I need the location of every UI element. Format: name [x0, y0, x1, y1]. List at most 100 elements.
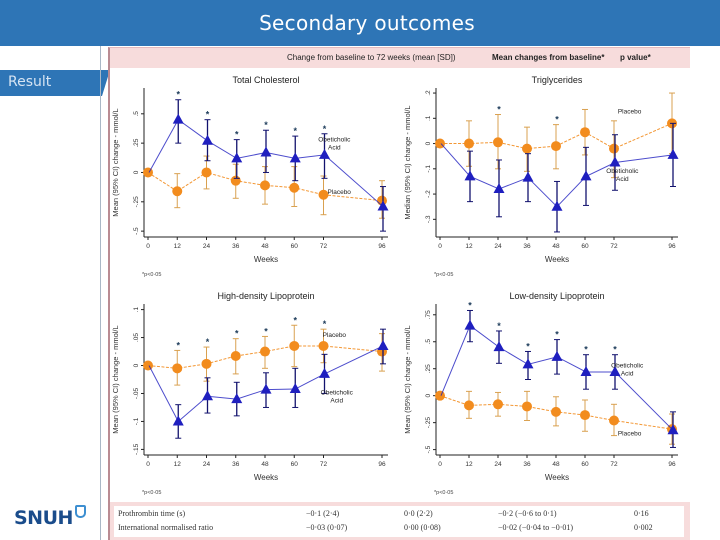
y-tick-label: 0: [425, 393, 432, 397]
x-tick-label: 72: [320, 461, 328, 468]
sidebar-divider: [100, 46, 101, 540]
y-tick-label: -.5: [133, 227, 140, 235]
significance-marker: *: [497, 105, 501, 115]
oca-legend-label: Acid: [616, 176, 629, 183]
footnote: *p<0·05: [434, 272, 453, 278]
oca-point: [172, 113, 184, 124]
oca-legend-label: Obeticholic: [611, 362, 644, 369]
significance-marker: *: [613, 345, 617, 355]
placebo-point: [435, 390, 445, 401]
x-tick-label: 96: [378, 243, 386, 250]
x-tick-label: 24: [203, 243, 211, 250]
oca-point: [202, 134, 213, 145]
section-tab-label: Result: [8, 74, 52, 90]
placebo-legend-label: Placebo: [618, 108, 642, 115]
figure-panel: Change from baseline to 72 weeks (mean […: [108, 47, 690, 540]
x-tick-label: 0: [146, 461, 150, 468]
x-tick-label: 60: [291, 243, 299, 250]
oca-legend-label: Acid: [328, 145, 341, 152]
table-row: International normalised ratio −0·03 (0·…: [114, 522, 684, 536]
x-axis-label: Weeks: [545, 473, 569, 482]
significance-marker: *: [555, 330, 559, 340]
header-change-from-baseline: Change from baseline to 72 weeks (mean […: [287, 53, 456, 62]
oca-point: [580, 365, 592, 376]
placebo-point: [522, 143, 532, 154]
placebo-point: [464, 400, 474, 411]
oca-point: [289, 152, 301, 163]
x-tick-label: 72: [610, 243, 618, 250]
row-oca: −0·03 (0·07): [306, 523, 348, 532]
placebo-point: [493, 399, 503, 410]
chart-title: High-density Lipoprotein: [217, 291, 314, 301]
chart-total-cholesterol: Total Cholesterol -.5 -.25 0 .25 .5 0 12 24 36 48 6…: [110, 70, 400, 282]
oca-point: [231, 393, 243, 404]
x-tick-label: 60: [581, 243, 589, 250]
oca-point: [522, 171, 534, 182]
oca-legend-label: Obeticholic: [318, 137, 351, 144]
title-bar: Secondary outcomes: [0, 0, 720, 46]
placebo-point: [609, 143, 619, 154]
oca-legend-label: Obeticholic: [321, 390, 354, 397]
header-mean-changes: Mean changes from baseline*: [492, 53, 605, 62]
y-tick-label: .25: [425, 364, 432, 373]
x-tick-label: 48: [552, 461, 560, 468]
significance-marker: *: [264, 120, 268, 130]
placebo-point: [201, 167, 212, 178]
x-tick-label: 36: [523, 461, 531, 468]
placebo-point: [260, 180, 270, 191]
placebo-point: [609, 415, 619, 426]
x-tick-label: 0: [438, 243, 442, 250]
chart-title: Total Cholesterol: [232, 75, 299, 85]
y-tick-label: .1: [133, 306, 140, 312]
placebo-point: [551, 141, 561, 152]
x-tick-label: 12: [174, 243, 182, 250]
footnote: *p<0·05: [142, 272, 161, 278]
placebo-point: [201, 358, 212, 369]
placebo-point: [435, 138, 445, 149]
y-tick-label: .5: [133, 111, 140, 117]
oca-point: [609, 365, 621, 376]
y-tick-label: .05: [133, 333, 140, 342]
oca-point: [522, 358, 534, 369]
placebo-point: [464, 138, 474, 149]
tab-notch: [102, 70, 110, 96]
placebo-point: [551, 406, 561, 417]
oca-point: [551, 200, 563, 211]
oca-point: [464, 170, 476, 181]
placebo-series-line: [147, 171, 383, 202]
y-axis-label: Median (95% CI) change - mmol/L: [403, 105, 412, 219]
x-tick-label: 24: [494, 461, 502, 468]
y-tick-label: .25: [133, 138, 140, 147]
oca-series-line: [440, 143, 674, 208]
oca-point: [493, 341, 505, 352]
oca-point: [172, 415, 184, 426]
significance-marker: *: [235, 130, 239, 140]
x-tick-label: 36: [523, 243, 531, 250]
significance-marker: *: [293, 315, 297, 325]
snuh-logo: SNUH: [14, 505, 86, 529]
oca-point: [260, 146, 272, 157]
y-tick-label: .5: [425, 339, 432, 345]
x-axis-label: Weeks: [254, 473, 278, 482]
table-header-band: Change from baseline to 72 weeks (mean […: [110, 48, 690, 68]
x-tick-label: 12: [465, 243, 473, 250]
x-tick-label: 0: [438, 461, 442, 468]
x-tick-label: 48: [261, 243, 269, 250]
significance-marker: *: [584, 345, 588, 355]
oca-point: [377, 339, 389, 350]
oca-point: [667, 148, 679, 159]
x-tick-label: 96: [668, 461, 676, 468]
x-tick-label: 72: [610, 461, 618, 468]
y-tick-label: .75: [425, 310, 432, 319]
x-axis-label: Weeks: [545, 255, 569, 264]
x-tick-label: 36: [232, 461, 240, 468]
placebo-point: [172, 186, 183, 197]
slide-title: Secondary outcomes: [259, 11, 475, 35]
chart-svg: Total Cholesterol -.5 -.25 0 .25 .5 0 12 24 36 48 6…: [111, 75, 389, 278]
section-tab-result[interactable]: Result: [0, 70, 110, 96]
y-tick-label: -.1: [133, 417, 140, 425]
placebo-point: [230, 351, 241, 362]
chart-svg: Triglycerides -.3 -.2 -.1 0 .1 .2 0 12 24 36 48 60 72…: [403, 75, 679, 278]
row-p: 0·002: [634, 523, 653, 532]
significance-marker: *: [323, 319, 327, 329]
